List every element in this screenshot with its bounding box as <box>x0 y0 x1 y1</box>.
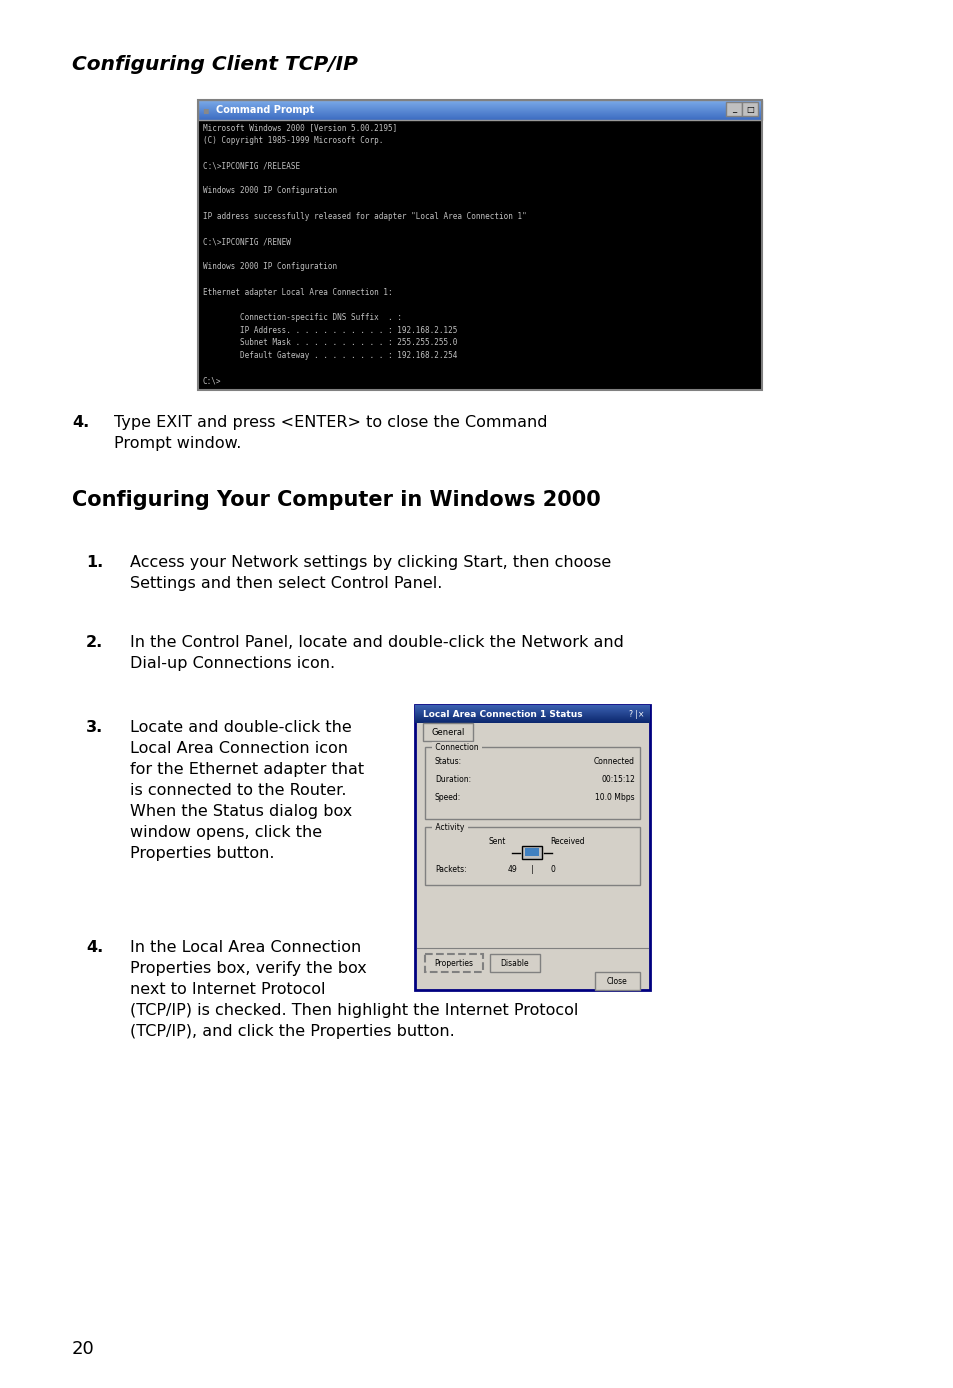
Text: 3.: 3. <box>86 720 103 736</box>
Bar <box>198 119 761 390</box>
Bar <box>415 705 649 990</box>
Text: Duration:: Duration: <box>435 775 471 783</box>
Bar <box>525 848 539 856</box>
Text: General: General <box>431 727 464 737</box>
Text: IP Address. . . . . . . . . . . : 192.168.2.125: IP Address. . . . . . . . . . . : 192.16… <box>203 326 456 335</box>
Bar <box>424 747 639 819</box>
Text: Windows 2000 IP Configuration: Windows 2000 IP Configuration <box>203 186 336 196</box>
Text: Properties: Properties <box>434 959 473 967</box>
Text: □: □ <box>745 104 753 114</box>
Bar <box>424 954 482 972</box>
Text: 20: 20 <box>71 1339 94 1357</box>
Text: Disable: Disable <box>500 959 529 967</box>
Bar <box>725 101 741 117</box>
Text: Local Area Connection 1 Status: Local Area Connection 1 Status <box>422 709 582 719</box>
Text: |: | <box>531 865 534 873</box>
Text: 4.: 4. <box>86 940 103 955</box>
Text: Speed:: Speed: <box>435 793 460 801</box>
Bar <box>490 954 539 972</box>
Text: Sent: Sent <box>488 837 506 845</box>
Text: Status:: Status: <box>435 756 461 766</box>
Text: 0: 0 <box>550 865 555 873</box>
Bar <box>741 101 758 117</box>
Bar <box>595 972 639 990</box>
Text: Subnet Mask . . . . . . . . . . : 255.255.255.0: Subnet Mask . . . . . . . . . . : 255.25… <box>203 339 456 347</box>
Text: Locate and double-click the
Local Area Connection icon
for the Ethernet adapter : Locate and double-click the Local Area C… <box>130 720 364 861</box>
Text: ▪: ▪ <box>202 105 209 115</box>
Text: Connection: Connection <box>433 743 480 751</box>
Text: Default Gateway . . . . . . . . : 192.168.2.254: Default Gateway . . . . . . . . : 192.16… <box>203 351 456 359</box>
Text: 1.: 1. <box>86 555 103 570</box>
Text: Ethernet adapter Local Area Connection 1:: Ethernet adapter Local Area Connection 1… <box>203 287 393 297</box>
Text: 10.0 Mbps: 10.0 Mbps <box>595 793 635 801</box>
Text: 49: 49 <box>507 865 517 873</box>
Text: 00:15:12: 00:15:12 <box>600 775 635 783</box>
Bar <box>522 847 542 859</box>
Text: Close: Close <box>606 977 627 985</box>
Text: Configuring Your Computer in Windows 2000: Configuring Your Computer in Windows 200… <box>71 490 600 509</box>
Text: ? |×: ? |× <box>628 709 643 719</box>
Text: Command Prompt: Command Prompt <box>215 105 314 115</box>
Text: IP address successfully released for adapter "Local Area Connection 1": IP address successfully released for ada… <box>203 211 526 221</box>
Text: Connected: Connected <box>594 756 635 766</box>
Text: C:\>IPCONFIG /RELEASE: C:\>IPCONFIG /RELEASE <box>203 161 300 169</box>
Text: Packets:: Packets: <box>435 865 466 873</box>
Text: Activity: Activity <box>433 823 466 831</box>
Text: In the Control Panel, locate and double-click the Network and
Dial-up Connection: In the Control Panel, locate and double-… <box>130 634 623 670</box>
Text: Received: Received <box>550 837 584 845</box>
Text: C:\>: C:\> <box>203 376 221 386</box>
Text: (C) Copyright 1985-1999 Microsoft Corp.: (C) Copyright 1985-1999 Microsoft Corp. <box>203 136 383 144</box>
Text: Access your Network settings by clicking Start, then choose
Settings and then se: Access your Network settings by clicking… <box>130 555 611 591</box>
Text: Connection-specific DNS Suffix  . :: Connection-specific DNS Suffix . : <box>203 314 401 322</box>
Text: C:\>IPCONFIG /RENEW: C:\>IPCONFIG /RENEW <box>203 237 291 246</box>
Text: Windows 2000 IP Configuration: Windows 2000 IP Configuration <box>203 262 336 271</box>
Bar <box>422 723 473 741</box>
Text: _: _ <box>731 104 736 114</box>
Bar <box>424 827 639 886</box>
Text: 2.: 2. <box>86 634 103 650</box>
Bar <box>198 100 761 119</box>
Text: 4.: 4. <box>71 415 90 430</box>
Bar <box>198 100 761 119</box>
Text: Microsoft Windows 2000 [Version 5.00.2195]: Microsoft Windows 2000 [Version 5.00.219… <box>203 124 396 132</box>
Text: Type EXIT and press <ENTER> to close the Command
Prompt window.: Type EXIT and press <ENTER> to close the… <box>113 415 547 451</box>
Text: In the Local Area Connection
Properties box, verify the box
next to Internet Pro: In the Local Area Connection Properties … <box>130 940 578 1040</box>
Text: Configuring Client TCP/IP: Configuring Client TCP/IP <box>71 56 357 74</box>
Bar <box>198 100 761 390</box>
